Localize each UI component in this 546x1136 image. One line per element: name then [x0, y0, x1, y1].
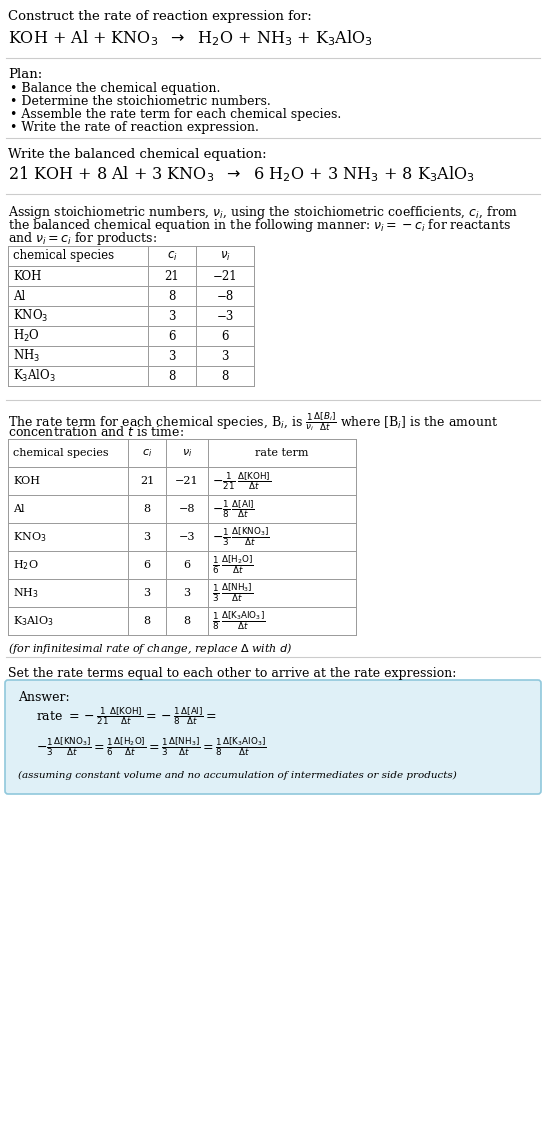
- Text: 21: 21: [165, 269, 180, 283]
- Text: 6: 6: [144, 560, 151, 570]
- Text: (assuming constant volume and no accumulation of intermediates or side products): (assuming constant volume and no accumul…: [18, 771, 457, 780]
- Text: • Assemble the rate term for each chemical species.: • Assemble the rate term for each chemic…: [10, 108, 341, 122]
- Text: KNO$_3$: KNO$_3$: [13, 531, 46, 544]
- Text: chemical species: chemical species: [13, 448, 109, 458]
- Text: $c_i$: $c_i$: [142, 448, 152, 459]
- Text: • Balance the chemical equation.: • Balance the chemical equation.: [10, 82, 221, 95]
- Text: Write the balanced chemical equation:: Write the balanced chemical equation:: [8, 148, 266, 161]
- Text: −21: −21: [213, 269, 238, 283]
- Text: 3: 3: [183, 588, 191, 598]
- Text: KOH: KOH: [13, 269, 41, 283]
- Text: 21: 21: [140, 476, 154, 486]
- Text: 6: 6: [168, 329, 176, 342]
- Text: 8: 8: [168, 290, 176, 302]
- Text: $-\frac{1}{3}\frac{\Delta[\mathrm{KNO_3}]}{\Delta t} = \frac{1}{6}\frac{\Delta[\: $-\frac{1}{3}\frac{\Delta[\mathrm{KNO_3}…: [36, 735, 267, 758]
- Text: $-\frac{1}{21}\,\frac{\Delta[\mathrm{KOH}]}{\Delta t}$: $-\frac{1}{21}\,\frac{\Delta[\mathrm{KOH…: [212, 470, 271, 492]
- Text: • Write the rate of reaction expression.: • Write the rate of reaction expression.: [10, 122, 259, 134]
- Text: 6: 6: [183, 560, 191, 570]
- Text: concentration and $t$ is time:: concentration and $t$ is time:: [8, 425, 184, 438]
- Text: Al: Al: [13, 290, 25, 302]
- Text: the balanced chemical equation in the following manner: $\nu_i = -c_i$ for react: the balanced chemical equation in the fo…: [8, 217, 511, 234]
- Text: KNO$_3$: KNO$_3$: [13, 308, 49, 324]
- FancyBboxPatch shape: [5, 680, 541, 794]
- Text: H$_2$O: H$_2$O: [13, 558, 39, 571]
- Text: and $\nu_i = c_i$ for products:: and $\nu_i = c_i$ for products:: [8, 229, 157, 247]
- Text: $\nu_i$: $\nu_i$: [219, 250, 230, 262]
- Text: −8: −8: [216, 290, 234, 302]
- Text: −21: −21: [175, 476, 199, 486]
- Text: H$_2$O: H$_2$O: [13, 328, 40, 344]
- Text: Plan:: Plan:: [8, 68, 42, 81]
- Text: −8: −8: [179, 504, 195, 513]
- Text: $\frac{1}{6}\,\frac{\Delta[\mathrm{H_2O}]}{\Delta t}$: $\frac{1}{6}\,\frac{\Delta[\mathrm{H_2O}…: [212, 553, 254, 576]
- Text: KOH: KOH: [13, 476, 40, 486]
- Text: • Determine the stoichiometric numbers.: • Determine the stoichiometric numbers.: [10, 95, 271, 108]
- Text: (for infinitesimal rate of change, replace $\Delta$ with $d$): (for infinitesimal rate of change, repla…: [8, 641, 293, 655]
- Text: K$_3$AlO$_3$: K$_3$AlO$_3$: [13, 368, 56, 384]
- Text: Answer:: Answer:: [18, 691, 70, 704]
- Text: rate term: rate term: [255, 448, 308, 458]
- Text: The rate term for each chemical species, B$_i$, is $\frac{1}{\nu_i}\frac{\Delta[: The rate term for each chemical species,…: [8, 410, 498, 433]
- Text: 3: 3: [221, 350, 229, 362]
- Text: NH$_3$: NH$_3$: [13, 586, 39, 600]
- Text: 3: 3: [168, 350, 176, 362]
- Text: 8: 8: [221, 369, 229, 383]
- Text: Al: Al: [13, 504, 25, 513]
- Text: $-\frac{1}{8}\,\frac{\Delta[\mathrm{Al}]}{\Delta t}$: $-\frac{1}{8}\,\frac{\Delta[\mathrm{Al}]…: [212, 498, 255, 520]
- Text: Set the rate terms equal to each other to arrive at the rate expression:: Set the rate terms equal to each other t…: [8, 667, 456, 680]
- Text: −3: −3: [216, 309, 234, 323]
- Text: $c_i$: $c_i$: [167, 250, 177, 262]
- Text: NH$_3$: NH$_3$: [13, 348, 40, 364]
- Text: rate $= -\frac{1}{21}\frac{\Delta[\mathrm{KOH}]}{\Delta t} = -\frac{1}{8}\frac{\: rate $= -\frac{1}{21}\frac{\Delta[\mathr…: [36, 705, 217, 727]
- Text: 3: 3: [168, 309, 176, 323]
- Text: K$_3$AlO$_3$: K$_3$AlO$_3$: [13, 615, 54, 628]
- Text: $\frac{1}{8}\,\frac{\Delta[\mathrm{K_3AlO_3}]}{\Delta t}$: $\frac{1}{8}\,\frac{\Delta[\mathrm{K_3Al…: [212, 610, 265, 633]
- Text: 8: 8: [144, 504, 151, 513]
- Text: 3: 3: [144, 532, 151, 542]
- Text: 6: 6: [221, 329, 229, 342]
- Text: KOH + Al + KNO$_3$  $\rightarrow$  H$_2$O + NH$_3$ + K$_3$AlO$_3$: KOH + Al + KNO$_3$ $\rightarrow$ H$_2$O …: [8, 28, 373, 48]
- Text: Construct the rate of reaction expression for:: Construct the rate of reaction expressio…: [8, 10, 312, 23]
- Text: −3: −3: [179, 532, 195, 542]
- Text: 21 KOH + 8 Al + 3 KNO$_3$  $\rightarrow$  6 H$_2$O + 3 NH$_3$ + 8 K$_3$AlO$_3$: 21 KOH + 8 Al + 3 KNO$_3$ $\rightarrow$ …: [8, 164, 475, 184]
- Text: chemical species: chemical species: [13, 250, 114, 262]
- Text: 8: 8: [144, 616, 151, 626]
- Text: 8: 8: [183, 616, 191, 626]
- Text: $\nu_i$: $\nu_i$: [182, 448, 192, 459]
- Text: 3: 3: [144, 588, 151, 598]
- Text: $\frac{1}{3}\,\frac{\Delta[\mathrm{NH_3}]}{\Delta t}$: $\frac{1}{3}\,\frac{\Delta[\mathrm{NH_3}…: [212, 582, 253, 604]
- Text: 8: 8: [168, 369, 176, 383]
- Text: $-\frac{1}{3}\,\frac{\Delta[\mathrm{KNO_3}]}{\Delta t}$: $-\frac{1}{3}\,\frac{\Delta[\mathrm{KNO_…: [212, 526, 270, 549]
- Text: Assign stoichiometric numbers, $\nu_i$, using the stoichiometric coefficients, $: Assign stoichiometric numbers, $\nu_i$, …: [8, 204, 518, 222]
